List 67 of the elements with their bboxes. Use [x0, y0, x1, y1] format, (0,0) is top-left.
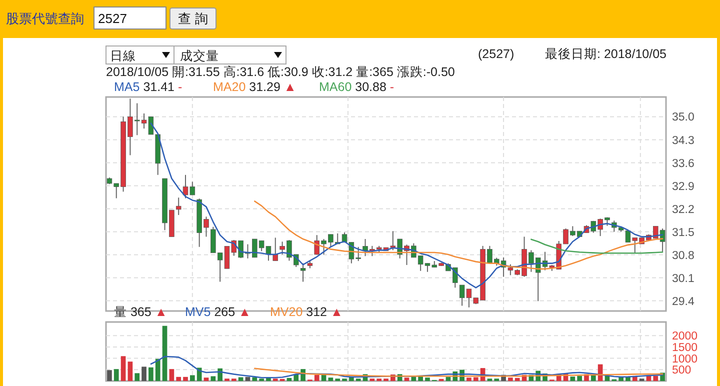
bar — [107, 370, 112, 381]
bar — [148, 367, 154, 381]
bar — [183, 376, 188, 381]
bar — [266, 378, 271, 381]
bar — [286, 378, 292, 381]
bar — [176, 376, 182, 381]
text: (2527) — [478, 47, 514, 61]
bar — [155, 358, 160, 381]
line-series — [530, 238, 664, 254]
bar — [425, 378, 430, 381]
y-tick-label: 1000 — [672, 353, 698, 366]
bar — [128, 362, 133, 381]
y-tick-label: 32.9 — [672, 180, 694, 193]
bar — [653, 376, 658, 381]
bar — [252, 377, 258, 381]
y-tick-label: 35.0 — [672, 112, 694, 124]
bar — [577, 376, 582, 381]
candlestick — [300, 262, 306, 282]
bar — [314, 374, 320, 381]
bar — [210, 376, 216, 381]
series-label: 量 365 ▲ — [114, 305, 168, 319]
text: MA5 31.41 - — [114, 80, 182, 94]
bar — [321, 374, 326, 381]
text: MV5 265 ▲ — [185, 305, 251, 319]
text: 股票代號查詢 — [6, 11, 84, 26]
text: 成交量 — [180, 48, 219, 63]
y-tick-label: 32.2 — [672, 204, 694, 216]
bar — [142, 366, 146, 381]
text: 查 詢 — [178, 11, 208, 26]
bar — [446, 376, 451, 381]
bar — [411, 376, 416, 381]
bar — [473, 377, 478, 381]
line-series — [150, 356, 664, 378]
bar — [134, 373, 140, 381]
y-tick-label: 33.6 — [672, 158, 694, 170]
y-tick-label: 34.3 — [672, 134, 694, 147]
bar — [404, 378, 410, 381]
y-tick-label: 2000 — [672, 330, 698, 343]
line-series — [254, 368, 664, 377]
y-tick-label: 29.4 — [672, 296, 695, 308]
bar — [120, 356, 126, 381]
candlestick — [176, 197, 182, 216]
bar — [169, 369, 174, 381]
bar — [590, 374, 596, 381]
bar — [508, 378, 513, 381]
text: 最後日期: 2018/10/05 — [545, 47, 667, 61]
text: MA60 30.88 - — [319, 80, 394, 94]
bar — [466, 378, 472, 381]
bar — [204, 378, 209, 381]
bar — [570, 376, 576, 381]
bar — [162, 326, 168, 381]
bar — [114, 369, 119, 381]
text: MA20 31.29 ▲ — [213, 80, 296, 94]
y-tick-label: 31.5 — [672, 226, 694, 239]
candlestick — [272, 237, 278, 262]
bar — [245, 376, 250, 381]
y-tick-label: 500 — [672, 364, 692, 377]
y-tick-label: 1500 — [672, 342, 698, 354]
bar — [190, 375, 195, 381]
text: 日線 — [110, 49, 136, 63]
text: 2527 — [98, 11, 127, 26]
text: MV20 312 ▲ — [270, 305, 343, 319]
bar — [328, 378, 334, 381]
y-tick-label: 30.8 — [672, 250, 694, 262]
y-tick-label: 30.1 — [672, 272, 694, 285]
bar — [514, 378, 520, 381]
text: 2018/10/05 開:31.55 高:31.6 低:30.9 收:31.2 量:365 漲跌:-0.50 — [106, 64, 455, 79]
